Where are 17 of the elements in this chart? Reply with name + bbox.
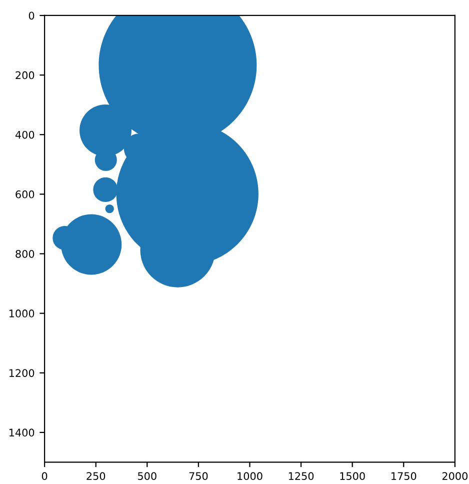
y-tick-label: 800 [16, 250, 34, 258]
x-tick-label: 500 [138, 472, 156, 480]
y-tick-label: 1000 [9, 310, 34, 318]
y-tick-label: 1200 [9, 369, 34, 377]
y-tick-label: 0 [28, 12, 34, 20]
y-tick-label: 400 [15, 130, 34, 139]
y-tick-label: 200 [16, 71, 34, 80]
x-tick-label: 0 [42, 472, 48, 480]
y-tick-label: 600 [16, 190, 34, 198]
x-tick-label: 250 [86, 472, 106, 480]
y-tick-label: 1400 [9, 428, 34, 437]
x-tick-label: 2000 [442, 472, 468, 480]
x-tick-label: 1500 [340, 472, 365, 480]
x-tick-label: 1250 [288, 472, 314, 480]
x-tick-label: 1750 [392, 472, 416, 480]
x-tick-label: 1000 [238, 472, 262, 480]
x-tick-label: 750 [189, 472, 208, 480]
